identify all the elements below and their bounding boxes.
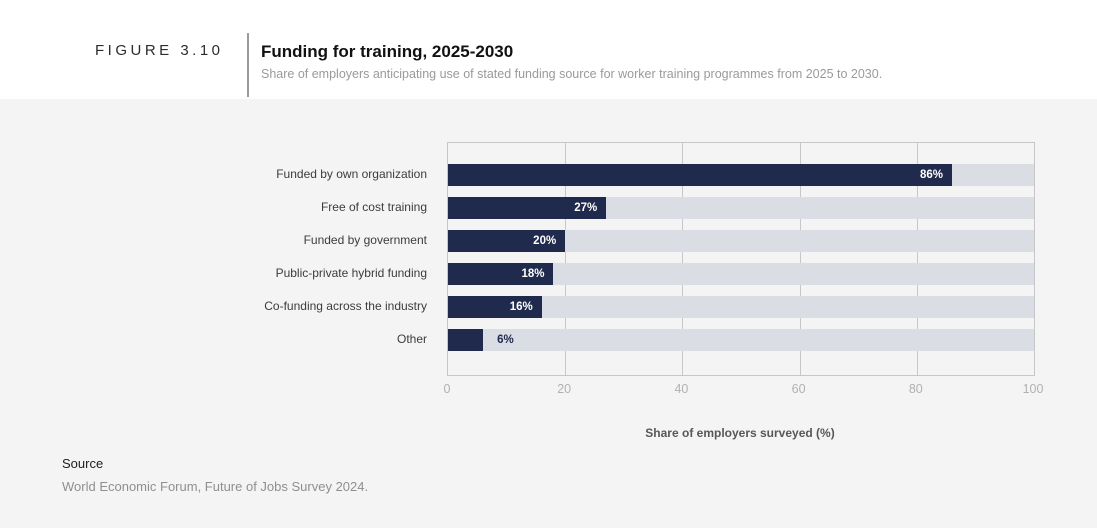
value-label: 86% — [919, 169, 943, 181]
x-tick-label: 60 — [791, 382, 806, 396]
gridline — [565, 143, 567, 375]
category-label: Funded by government — [303, 233, 427, 247]
bar-track: 16% — [448, 296, 1034, 318]
bar-track: 20% — [448, 230, 1034, 252]
value-label: 27% — [574, 202, 598, 214]
bar — [448, 329, 484, 351]
x-tick-label: 40 — [674, 382, 689, 396]
header-divider — [247, 33, 249, 97]
figure-header: FIGURE 3.10 Funding for training, 2025-2… — [0, 0, 1097, 99]
value-label: 6% — [497, 334, 514, 346]
figure-number-label: FIGURE 3.10 — [95, 42, 224, 59]
bar — [448, 296, 542, 318]
bar-track: 6% — [448, 329, 1034, 351]
value-label: 18% — [521, 268, 545, 280]
bar-track: 86% — [448, 164, 1034, 186]
category-label: Public-private hybrid funding — [275, 266, 427, 280]
source-label: Source — [62, 456, 104, 471]
bar — [448, 263, 554, 285]
x-tick-label: 20 — [557, 382, 572, 396]
chart-body: 86% 27% 20% 18% 16% 6% Funded by own organiza… — [0, 99, 1097, 528]
value-label: 16% — [509, 301, 533, 313]
x-tick-label: 80 — [908, 382, 923, 396]
gridline — [916, 143, 918, 375]
bar — [448, 230, 566, 252]
x-axis-title: Share of employers surveyed (%) — [645, 426, 835, 440]
bar — [448, 164, 952, 186]
category-label: Other — [396, 332, 427, 346]
source-text: World Economic Forum, Future of Jobs Sur… — [62, 479, 369, 494]
category-label: Co-funding across the industry — [264, 299, 427, 313]
chart-subtitle: Share of employers anticipating use of s… — [261, 67, 883, 81]
x-tick-label: 100 — [1022, 382, 1044, 396]
category-label: Funded by own organization — [276, 167, 427, 181]
gridline — [799, 143, 801, 375]
gridline — [682, 143, 684, 375]
x-tick-label: 0 — [443, 382, 451, 396]
bar — [448, 197, 607, 219]
category-label: Free of cost training — [320, 200, 427, 214]
bar-chart-plot: 86% 27% 20% 18% 16% 6% — [447, 142, 1035, 376]
bar-track: 27% — [448, 197, 1034, 219]
bar-track: 18% — [448, 263, 1034, 285]
chart-title: Funding for training, 2025-2030 — [261, 42, 514, 61]
value-label: 20% — [533, 235, 557, 247]
